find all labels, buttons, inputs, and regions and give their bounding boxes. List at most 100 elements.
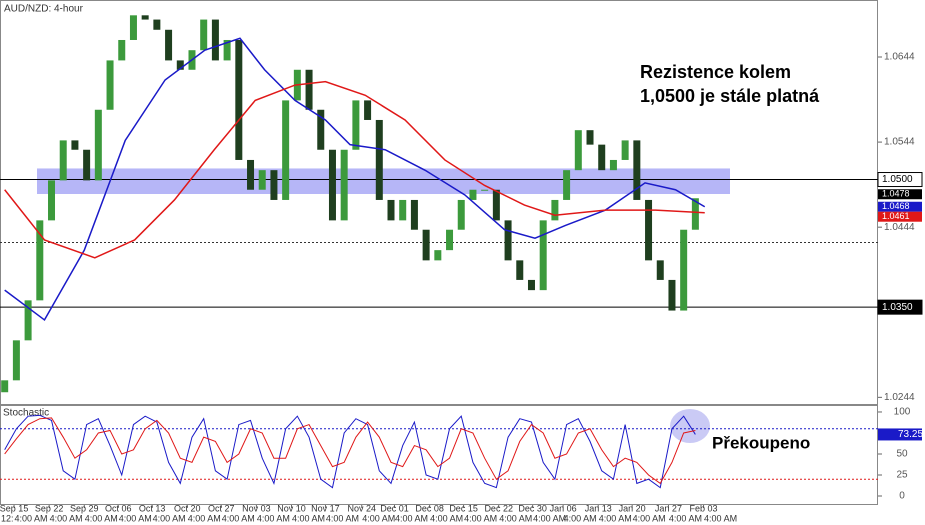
candle [165, 29, 173, 61]
note: Překoupeno [712, 433, 810, 452]
y-tick-label: 1.0544 [884, 137, 915, 148]
candle [668, 279, 676, 311]
time-label: 4:00 AM [499, 513, 532, 523]
candle [106, 60, 114, 110]
x-tick-label: Dec 22 [484, 503, 513, 513]
x-tick-label: Dec 15 [449, 503, 478, 513]
candle [48, 180, 56, 221]
candle [551, 199, 559, 221]
stochastic-title: Stochastic [3, 408, 49, 419]
candle [656, 260, 664, 280]
x-tick-label: Sep 15 [0, 503, 28, 513]
x-tick-label: Nov 10 [277, 503, 306, 513]
x-tick-label: Dec 08 [415, 503, 444, 513]
time-label: 4:00 AM [464, 513, 497, 523]
x-tick-label: Sep 29 [70, 503, 99, 513]
candle [691, 198, 699, 230]
annotation: Rezistence kolem 1,0500 je stále platná [640, 62, 820, 106]
time-label: 4:00 AM [564, 513, 597, 523]
price-tag-label: 1.0468 [882, 201, 910, 211]
x-tick-label: Sep 22 [35, 503, 64, 513]
stoch-tag [878, 428, 922, 441]
stoch-tick-label: 100 [894, 407, 911, 418]
candle [527, 279, 535, 291]
time-label: 4:00 AM [85, 513, 118, 523]
candle [504, 220, 512, 261]
time-label: 4:00 AM [599, 513, 632, 523]
price-tag [878, 201, 922, 212]
candle [340, 149, 348, 221]
candle [270, 170, 278, 200]
candle [118, 39, 126, 61]
candle [94, 109, 102, 181]
candle [609, 159, 617, 171]
price-tag [878, 189, 922, 200]
candle [633, 140, 641, 200]
x-tick-label: Oct 13 [139, 503, 166, 513]
time-label: 4:00 AM [50, 513, 83, 523]
candle [387, 199, 395, 221]
candle [457, 199, 465, 230]
y-tick-label: 1.0444 [884, 222, 915, 233]
candle [141, 15, 149, 20]
x-tick-label: Nov 03 [242, 503, 271, 513]
candle [223, 39, 231, 61]
candle [235, 39, 243, 160]
stoch-tag-label: 73.25 [898, 429, 923, 440]
time-label: 4:00 AM [704, 513, 737, 523]
candle [434, 250, 442, 261]
candle [469, 189, 477, 200]
candle [563, 170, 571, 200]
price-tag-label: 1.0461 [882, 211, 910, 221]
x-tick-label: Nov 17 [311, 503, 340, 513]
price-tag-label: 1.0478 [882, 189, 910, 199]
candle [176, 60, 184, 70]
time-label: 4:00 AM [257, 513, 290, 523]
stoch-line [4, 417, 696, 485]
moving-average [4, 80, 705, 259]
x-tick-label: Jan 13 [585, 503, 612, 513]
candle [680, 229, 688, 311]
candle [422, 229, 430, 261]
price-panel [0, 0, 878, 405]
resistance-zone [37, 168, 730, 194]
annotation-line: 1,0500 je stále platná [640, 86, 820, 106]
time-label: 4:00 AM [395, 513, 428, 523]
time-label: 4:00 AM [669, 513, 702, 523]
stoch-tick-label: 25 [896, 470, 908, 481]
y-tick-label: 1.0244 [884, 392, 915, 403]
candle [399, 199, 407, 221]
candle [83, 149, 91, 181]
price-tag [878, 211, 922, 222]
candle [375, 119, 383, 200]
x-tick-label: Oct 06 [105, 503, 132, 513]
candle [586, 130, 594, 145]
candle [71, 140, 79, 150]
x-tick-label: Jan 20 [619, 503, 646, 513]
candle [129, 15, 137, 40]
moving-average [4, 37, 706, 322]
time-label: 4:00 AM [633, 513, 666, 523]
x-tick-label: Oct 20 [174, 503, 201, 513]
time-prefix: 12: [1, 513, 14, 523]
candle [645, 199, 653, 261]
x-tick-label: Oct 27 [208, 503, 235, 513]
candle [492, 189, 500, 221]
x-tick-label: Jan 27 [655, 503, 682, 513]
time-label: 4:00 AM [188, 513, 221, 523]
time-label: 4:00 AM [15, 513, 48, 523]
level-tag [877, 299, 923, 315]
candle [446, 229, 454, 251]
x-tick-label: Nov 24 [347, 503, 376, 513]
x-tick-label: Feb 03 [690, 503, 718, 513]
level-label: 1.0500 [882, 174, 913, 185]
time-label: 4:00 AM [362, 513, 395, 523]
candle [621, 140, 629, 160]
candle [36, 220, 44, 301]
candle [211, 19, 219, 61]
time-label: 4:00 AM [326, 513, 359, 523]
candle [59, 140, 67, 181]
candle [516, 260, 524, 280]
